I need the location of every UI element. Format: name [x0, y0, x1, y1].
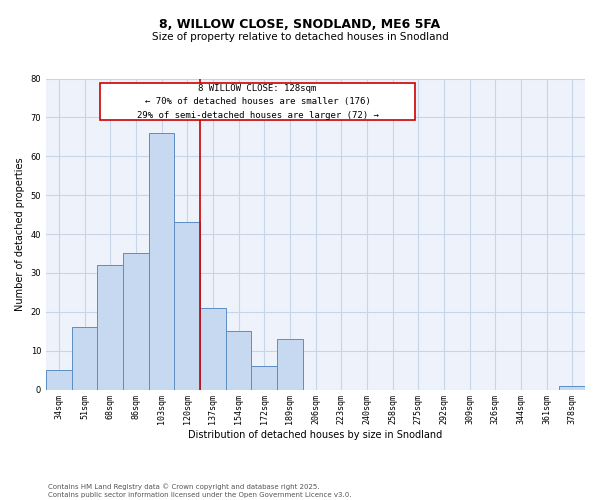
Bar: [123, 254, 149, 390]
Bar: [46, 370, 72, 390]
Bar: [72, 328, 97, 390]
Bar: [277, 339, 302, 390]
Bar: [251, 366, 277, 390]
Bar: [175, 222, 200, 390]
X-axis label: Distribution of detached houses by size in Snodland: Distribution of detached houses by size …: [188, 430, 443, 440]
Bar: [97, 265, 123, 390]
Text: 8 WILLOW CLOSE: 128sqm
← 70% of detached houses are smaller (176)
29% of semi-de: 8 WILLOW CLOSE: 128sqm ← 70% of detached…: [137, 84, 379, 120]
Bar: [559, 386, 585, 390]
Text: Contains HM Land Registry data © Crown copyright and database right 2025.
Contai: Contains HM Land Registry data © Crown c…: [48, 484, 352, 498]
Text: Size of property relative to detached houses in Snodland: Size of property relative to detached ho…: [152, 32, 448, 42]
Bar: [226, 332, 251, 390]
Bar: [200, 308, 226, 390]
FancyBboxPatch shape: [100, 83, 415, 120]
Text: 8, WILLOW CLOSE, SNODLAND, ME6 5FA: 8, WILLOW CLOSE, SNODLAND, ME6 5FA: [160, 18, 440, 30]
Bar: [149, 133, 175, 390]
Y-axis label: Number of detached properties: Number of detached properties: [15, 157, 25, 311]
